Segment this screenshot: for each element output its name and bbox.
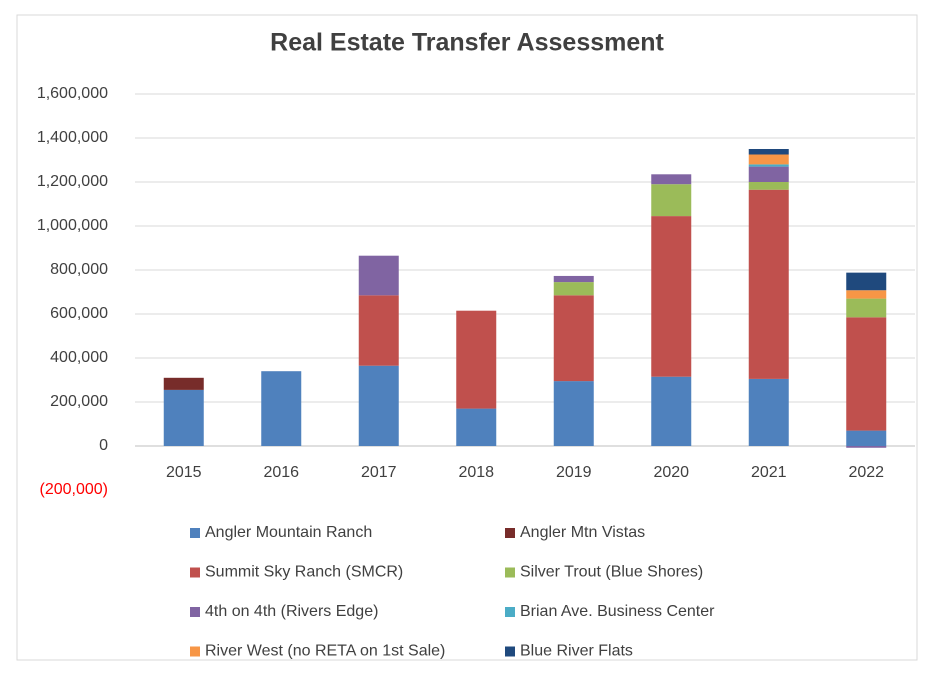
legend-swatch [190, 607, 200, 617]
bar-segment [358, 365, 399, 446]
y-tick-label: 600,000 [50, 305, 108, 322]
x-tick-label: 2015 [166, 464, 202, 481]
y-tick-label: 1,600,000 [37, 85, 108, 102]
bar-segment [163, 377, 204, 390]
bar-segment [456, 408, 497, 446]
bar-segment [651, 184, 692, 217]
bar-segment [846, 446, 887, 448]
x-tick-label: 2019 [556, 464, 592, 481]
bar-segment [553, 381, 594, 446]
y-tick-label: 200,000 [50, 393, 108, 410]
x-tick-label: 2018 [458, 464, 494, 481]
y-tick-label: 0 [99, 437, 108, 454]
bar-segment [748, 189, 789, 379]
legend-label: Brian Ave. Business Center [520, 603, 715, 620]
legend-label: Blue River Flats [520, 643, 633, 660]
bar-segment [456, 310, 497, 409]
bar-segment [651, 216, 692, 377]
bar-segment [553, 275, 594, 283]
x-tick-label: 2017 [361, 464, 397, 481]
y-tick-label: 400,000 [50, 349, 108, 366]
bar-segment [846, 430, 887, 446]
bar-segment [846, 317, 887, 431]
bar-segment [261, 371, 302, 446]
legend-swatch [190, 646, 200, 657]
legend-swatch [505, 567, 515, 578]
legend-label: Angler Mountain Ranch [205, 524, 372, 541]
y-tick-label: (200,000) [40, 481, 109, 498]
x-tick-label: 2020 [653, 464, 689, 481]
bar-segment [651, 376, 692, 446]
chart-title: Real Estate Transfer Assessment [270, 29, 664, 57]
legend-label: 4th on 4th (Rivers Edge) [205, 603, 378, 620]
bar-segment [358, 295, 399, 366]
legend-label: Silver Trout (Blue Shores) [520, 564, 703, 581]
bar-segment [553, 282, 594, 296]
bar-segment [846, 298, 887, 318]
legend-swatch [190, 567, 200, 578]
legend-swatch [505, 646, 515, 657]
legend-swatch [505, 607, 515, 617]
bar-segment [748, 182, 789, 190]
bar-segment [748, 154, 789, 165]
bar-segment [748, 166, 789, 182]
bar-segment [651, 174, 692, 185]
bar-segment [748, 149, 789, 155]
legend-swatch [505, 528, 515, 538]
legend-swatch [190, 528, 200, 538]
y-tick-label: 1,000,000 [37, 217, 108, 234]
x-tick-label: 2021 [751, 464, 787, 481]
bar-segment [846, 290, 887, 299]
legend-label: River West (no RETA on 1st Sale) [205, 643, 445, 660]
legend-label: Angler Mtn Vistas [520, 524, 645, 541]
bar-segment [553, 295, 594, 382]
y-tick-label: 1,400,000 [37, 129, 108, 146]
bar-segment [748, 378, 789, 446]
bar-segment [846, 272, 887, 291]
bar-segment [748, 164, 789, 167]
legend-label: Summit Sky Ranch (SMCR) [205, 564, 403, 581]
bar-segment [163, 389, 204, 446]
x-tick-label: 2016 [263, 464, 299, 481]
y-tick-label: 800,000 [50, 261, 108, 278]
bar-segment [358, 255, 399, 296]
y-tick-label: 1,200,000 [37, 173, 108, 190]
x-tick-label: 2022 [848, 464, 884, 481]
